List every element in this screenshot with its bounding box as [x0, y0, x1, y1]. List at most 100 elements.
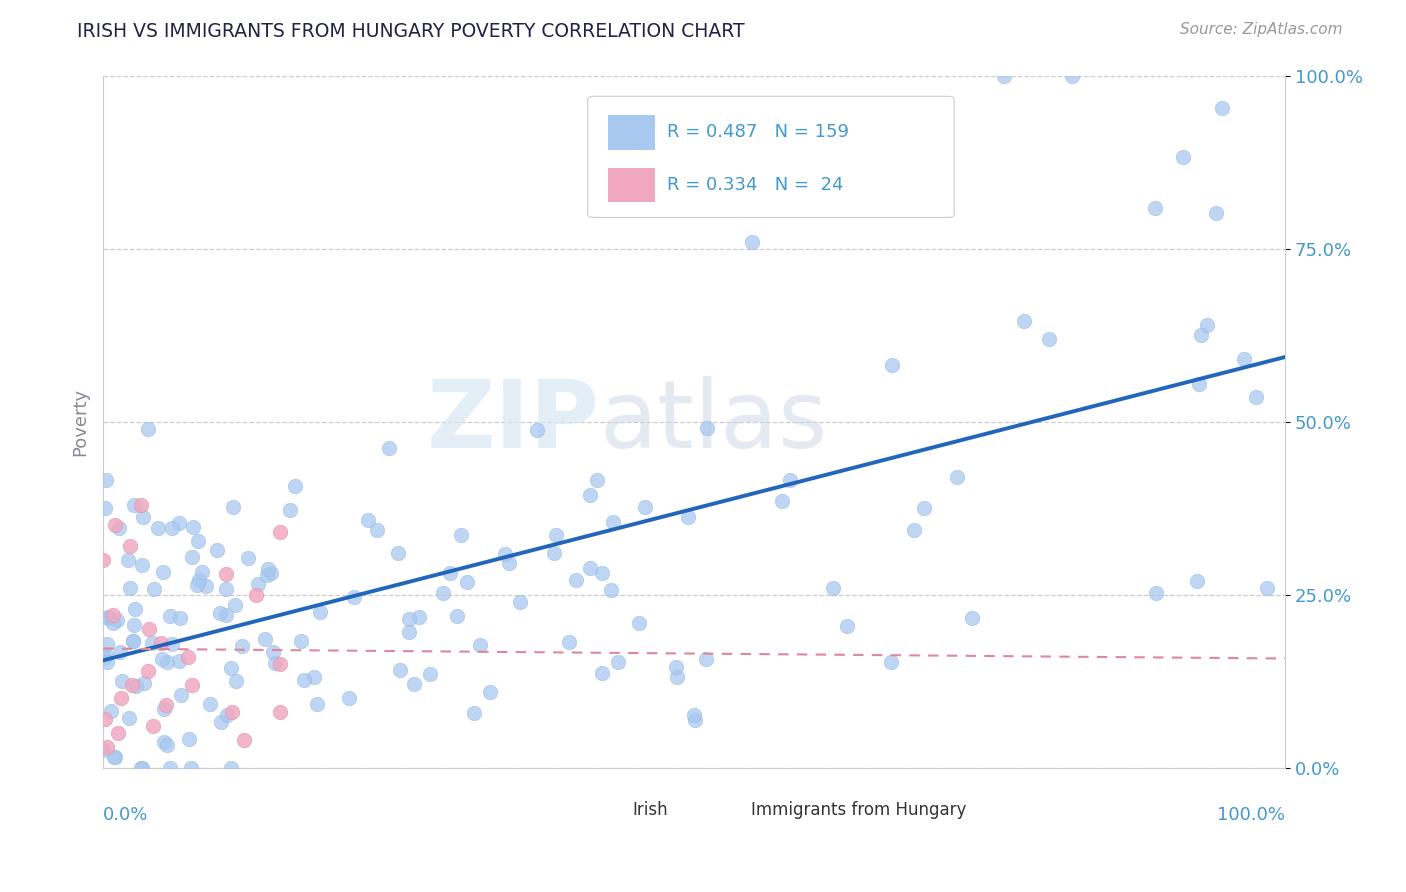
Point — [578, 561, 600, 575]
Point — [912, 501, 935, 516]
Point — [591, 566, 613, 581]
Point — [309, 605, 332, 619]
Point — [107, 521, 129, 535]
Point — [665, 670, 688, 684]
Point — [388, 663, 411, 677]
Point — [96, 739, 118, 754]
Point — [837, 618, 859, 632]
Point — [125, 679, 148, 693]
Point — [150, 636, 173, 650]
Point — [628, 615, 651, 630]
Point — [180, 549, 202, 564]
Point — [696, 420, 718, 434]
Point — [1173, 150, 1195, 164]
Point — [634, 500, 657, 514]
Point — [683, 713, 706, 727]
Point — [221, 661, 243, 675]
Point — [264, 656, 287, 670]
Point — [181, 678, 204, 692]
Point — [153, 701, 176, 715]
Point — [94, 501, 117, 516]
Point — [880, 655, 903, 669]
Point — [1012, 313, 1035, 327]
Point — [94, 712, 117, 726]
Point — [463, 706, 485, 720]
Point — [96, 656, 118, 670]
Text: Irish: Irish — [633, 801, 668, 819]
Point — [122, 634, 145, 648]
Point — [208, 607, 231, 621]
Point — [150, 652, 173, 666]
Point — [387, 546, 409, 560]
Point — [215, 607, 238, 622]
Point — [741, 235, 763, 249]
Point — [398, 624, 420, 639]
Point — [138, 422, 160, 436]
Text: IRISH VS IMMIGRANTS FROM HUNGARY POVERTY CORRELATION CHART: IRISH VS IMMIGRANTS FROM HUNGARY POVERTY… — [77, 22, 745, 41]
Point — [215, 582, 238, 596]
Point — [1211, 101, 1233, 115]
Point — [292, 673, 315, 687]
Point — [337, 691, 360, 706]
Point — [238, 551, 260, 566]
Point — [834, 144, 856, 158]
Point — [232, 733, 254, 747]
Point — [132, 510, 155, 524]
Point — [1256, 581, 1278, 595]
Point — [124, 498, 146, 512]
Point — [591, 666, 613, 681]
Point — [398, 612, 420, 626]
Point — [103, 608, 125, 623]
Point — [284, 478, 307, 492]
Point — [224, 598, 246, 612]
Point — [107, 613, 129, 627]
Point — [1144, 201, 1167, 215]
Point — [343, 591, 366, 605]
Point — [479, 684, 502, 698]
Point — [93, 651, 115, 665]
Point — [1038, 332, 1060, 346]
Point — [110, 691, 132, 706]
Point — [131, 761, 153, 775]
Point — [96, 637, 118, 651]
Point — [408, 610, 430, 624]
Point — [1195, 318, 1218, 332]
Point — [104, 518, 127, 533]
Point — [169, 654, 191, 668]
Point — [221, 761, 243, 775]
Point — [543, 546, 565, 560]
Point — [676, 509, 699, 524]
Text: 100.0%: 100.0% — [1218, 805, 1285, 824]
Point — [124, 602, 146, 616]
Text: atlas: atlas — [599, 376, 828, 467]
Point — [138, 664, 160, 678]
Point — [823, 581, 845, 595]
Point — [94, 473, 117, 487]
Point — [181, 519, 204, 533]
Point — [779, 473, 801, 487]
Point — [169, 611, 191, 625]
Point — [100, 704, 122, 718]
Point — [152, 565, 174, 579]
Point — [120, 581, 142, 595]
Point — [606, 655, 628, 669]
Point — [946, 470, 969, 484]
Text: Immigrants from Hungary: Immigrants from Hungary — [751, 801, 966, 819]
Point — [498, 556, 520, 570]
Point — [278, 503, 301, 517]
Point — [960, 611, 983, 625]
Point — [118, 711, 141, 725]
FancyBboxPatch shape — [599, 800, 626, 820]
FancyBboxPatch shape — [718, 800, 744, 820]
Point — [129, 498, 152, 512]
Point — [665, 660, 688, 674]
Point — [1189, 327, 1212, 342]
Point — [446, 609, 468, 624]
Point — [191, 565, 214, 579]
Point — [117, 553, 139, 567]
Point — [1244, 390, 1267, 404]
Point — [225, 674, 247, 689]
Point — [432, 585, 454, 599]
Point — [209, 714, 232, 729]
Point — [159, 761, 181, 775]
